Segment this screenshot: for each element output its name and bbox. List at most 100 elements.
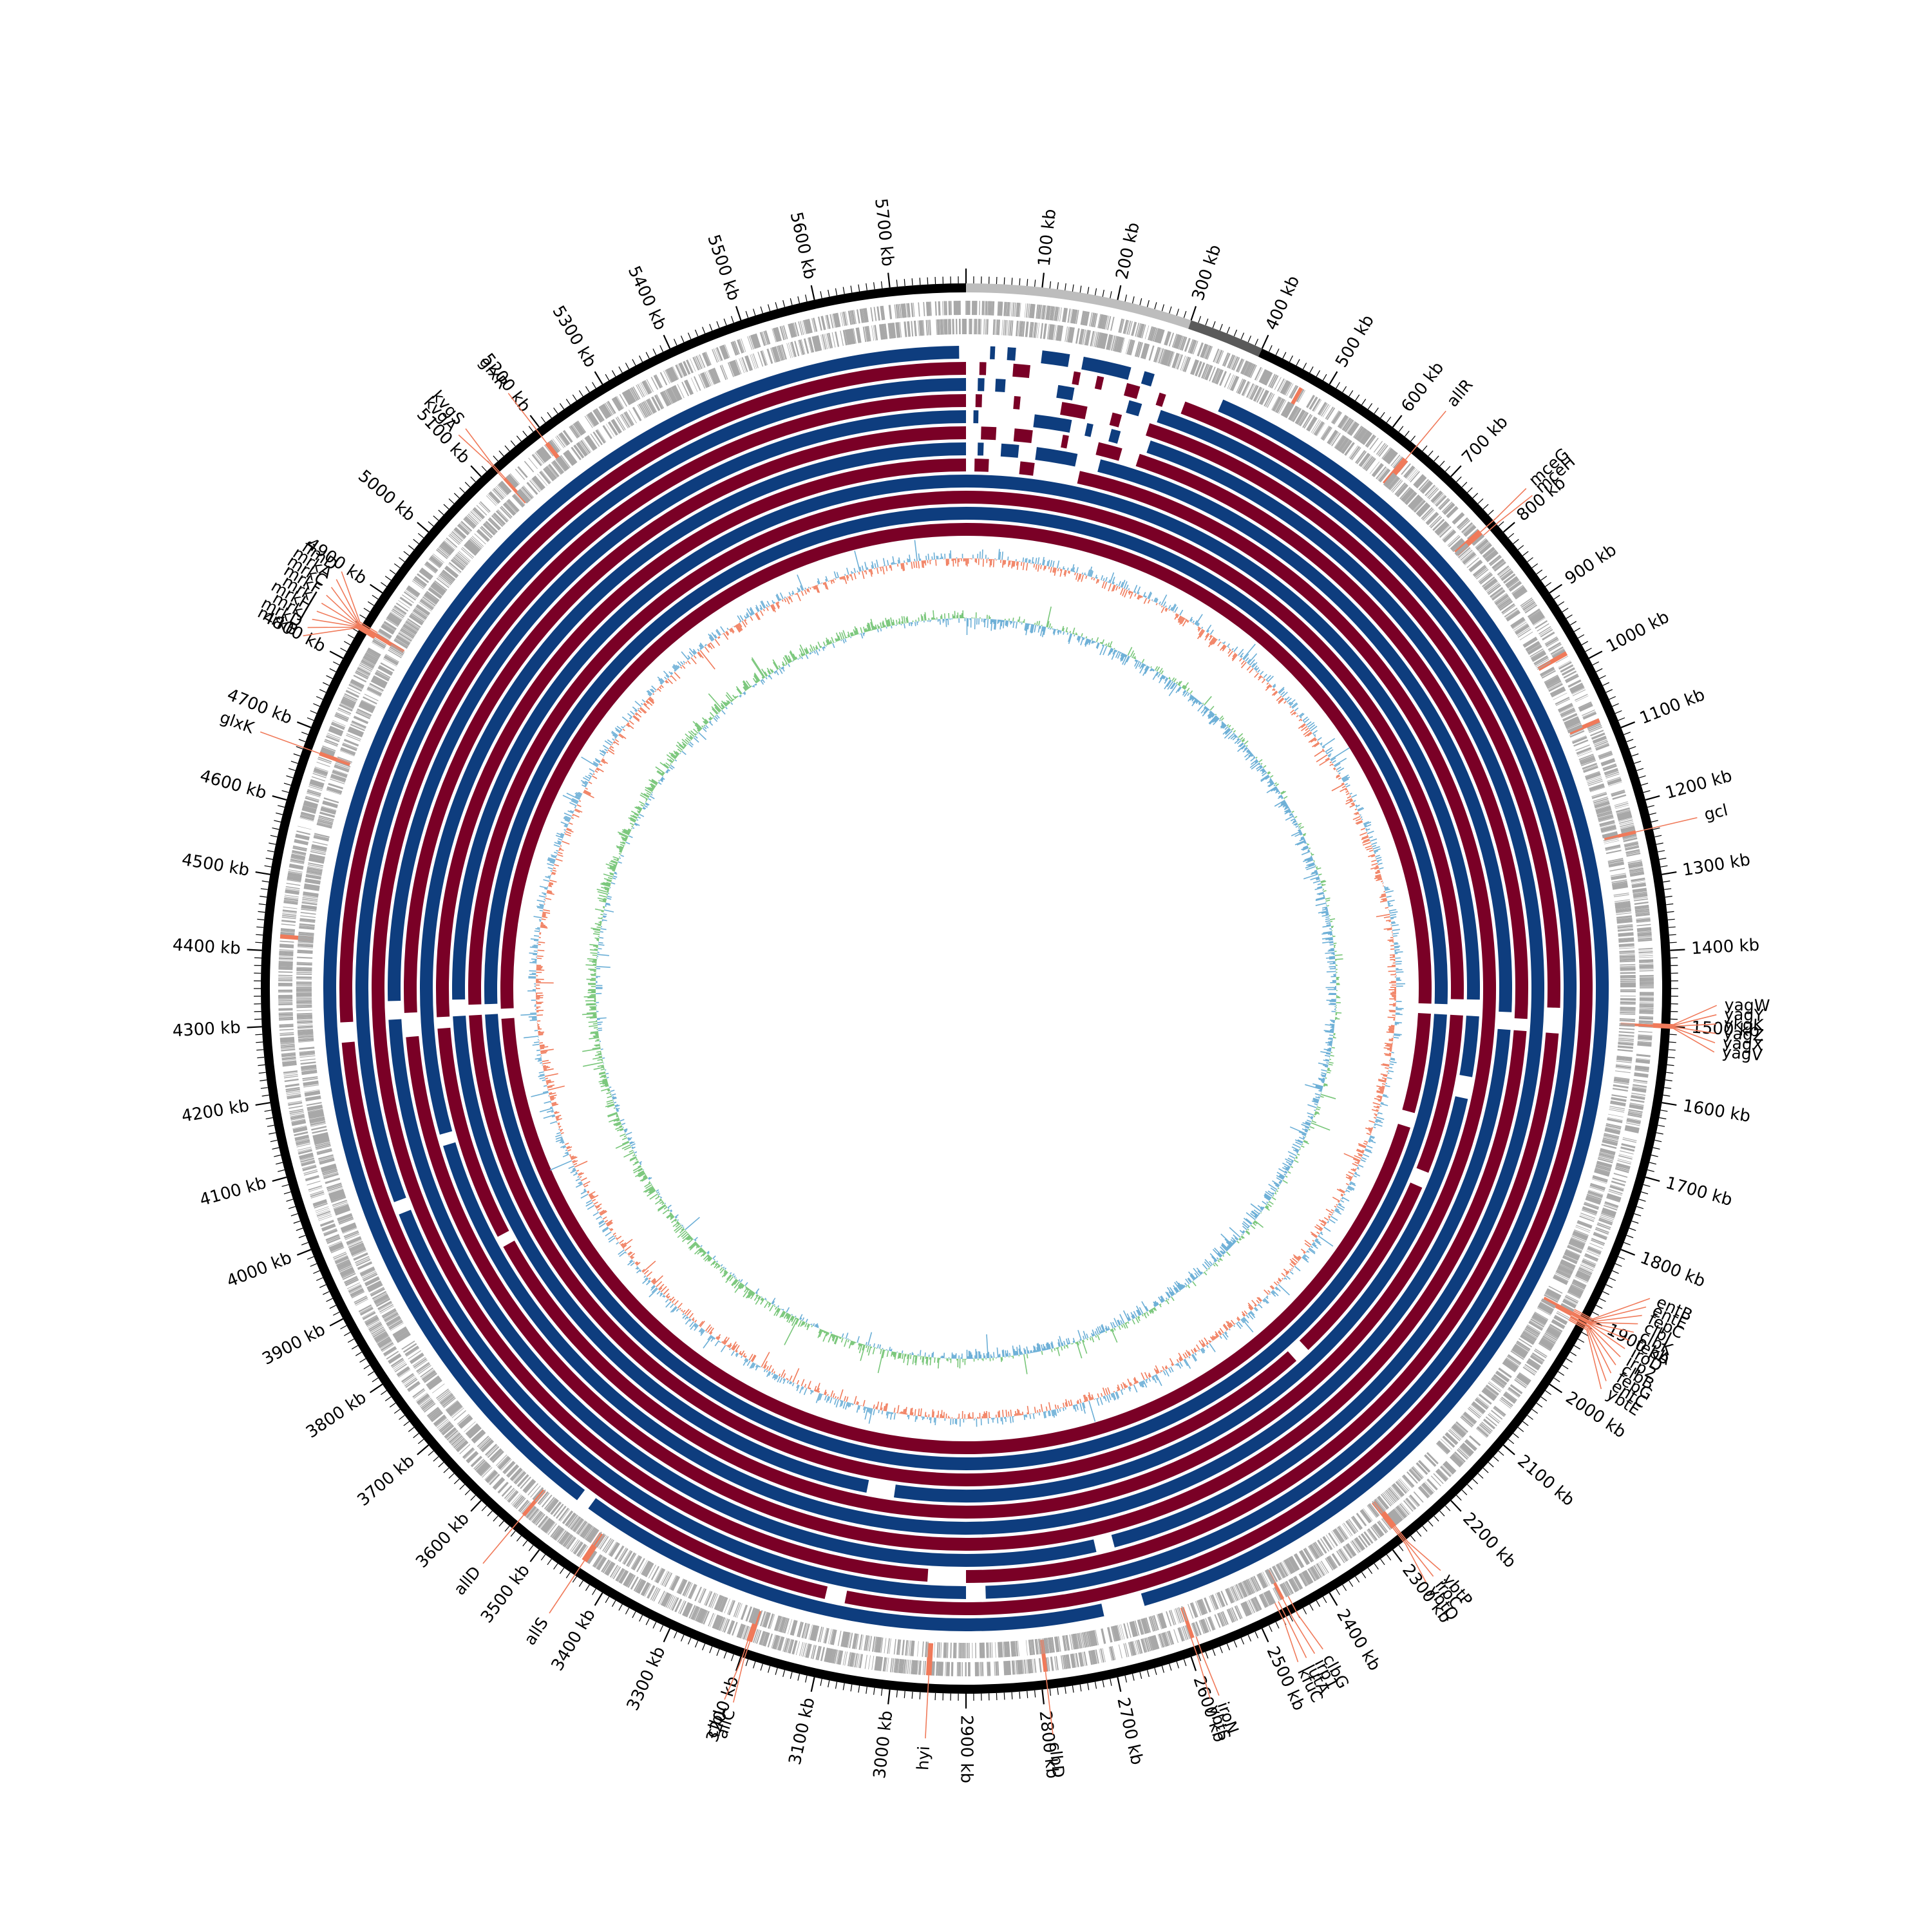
gc-content-value <box>1162 1370 1166 1376</box>
cds-feature <box>1009 1660 1012 1675</box>
cds-feature <box>1613 894 1629 898</box>
cds-feature <box>346 1236 361 1244</box>
cds-feature <box>663 1572 671 1587</box>
cds-feature <box>1290 1555 1300 1571</box>
cds-feature <box>1392 455 1402 468</box>
gc-content-value <box>1378 1079 1387 1083</box>
cds-feature <box>1229 375 1238 391</box>
cds-feature <box>364 653 378 662</box>
cds-feature <box>777 345 784 361</box>
cds-feature <box>303 1084 319 1088</box>
gc-content-value <box>1369 1137 1372 1139</box>
cds-feature <box>756 1630 762 1644</box>
cds-feature <box>1387 1488 1398 1502</box>
cds-feature <box>380 1305 394 1314</box>
cds-feature <box>538 448 549 461</box>
cds-feature <box>518 1499 529 1512</box>
cds-feature <box>1137 323 1144 338</box>
cds-feature <box>596 1556 606 1570</box>
cds-feature <box>421 1370 436 1381</box>
cds-feature <box>520 488 532 500</box>
cds-feature <box>1572 1233 1587 1241</box>
cds-feature <box>864 326 868 342</box>
cds-feature <box>308 858 325 864</box>
cds-feature <box>1426 513 1439 526</box>
cds-feature <box>317 822 333 827</box>
cds-feature <box>298 1028 314 1032</box>
blast-hit-segment <box>388 410 967 1001</box>
gc-content-value <box>873 1408 875 1416</box>
cds-feature <box>734 359 741 375</box>
gc-content-value <box>1101 575 1104 581</box>
cds-feature <box>1383 1492 1394 1504</box>
cds-feature <box>531 477 544 491</box>
cds-feature <box>1633 898 1649 902</box>
gc-content-value <box>1278 688 1285 694</box>
cds-feature <box>832 1649 837 1664</box>
cds-feature <box>547 465 558 478</box>
cds-feature <box>504 502 516 515</box>
cds-feature <box>528 1508 540 1520</box>
cds-feature <box>307 866 323 869</box>
cds-feature <box>985 319 987 335</box>
cds-feature <box>1555 698 1571 706</box>
cds-feature <box>1526 1325 1540 1335</box>
cds-feature <box>1088 1651 1093 1665</box>
cds-feature <box>1618 1153 1633 1158</box>
cds-feature <box>1107 334 1113 350</box>
cds-feature <box>603 403 612 417</box>
cds-feature <box>1629 1105 1643 1110</box>
cds-feature <box>1604 770 1619 776</box>
cds-feature <box>1611 791 1625 797</box>
cds-feature <box>1300 1549 1311 1565</box>
cds-feature <box>1006 1660 1010 1676</box>
gc-content-value <box>1209 1343 1216 1352</box>
cds-feature <box>1309 396 1318 410</box>
gc-content-value <box>1238 649 1244 656</box>
cds-feature <box>1546 1288 1562 1298</box>
cds-feature <box>871 325 875 341</box>
gc-content-value <box>1311 1233 1318 1238</box>
cds-feature <box>1564 1253 1579 1261</box>
cds-feature <box>279 954 294 956</box>
cds-feature <box>911 303 914 317</box>
cds-feature <box>1192 1602 1198 1617</box>
cds-feature <box>476 1461 489 1473</box>
cds-feature <box>547 1499 559 1513</box>
cds-feature <box>299 1154 314 1160</box>
cds-feature <box>330 1193 345 1200</box>
cds-feature <box>602 1538 612 1552</box>
gc-content-value <box>1391 924 1399 927</box>
cds-feature <box>1475 538 1486 548</box>
cds-feature <box>383 658 397 667</box>
gc-content-value <box>1137 594 1141 600</box>
gc-content-value <box>1127 1378 1132 1387</box>
cds-feature <box>1617 1048 1633 1052</box>
cds-feature <box>788 323 793 338</box>
cds-feature <box>1573 1230 1589 1238</box>
cds-feature <box>1612 1177 1627 1183</box>
cds-feature <box>802 319 808 334</box>
cds-feature <box>355 670 369 678</box>
cds-feature <box>1047 1657 1050 1672</box>
gc-content-value <box>1133 1382 1136 1385</box>
cds-feature <box>340 748 355 756</box>
cds-feature <box>720 345 728 359</box>
cds-feature <box>888 323 893 339</box>
gc-content-value <box>1233 1325 1235 1327</box>
cds-feature <box>1626 1121 1641 1124</box>
gc-content-value <box>1341 774 1349 780</box>
gc-content-value <box>1074 1405 1077 1412</box>
cds-feature <box>368 647 381 656</box>
cds-feature <box>1605 773 1620 779</box>
cds-feature <box>1522 601 1536 611</box>
cds-feature <box>1129 1621 1135 1638</box>
cds-feature <box>388 1355 402 1364</box>
cds-feature <box>876 1636 881 1653</box>
cds-feature <box>715 1595 723 1611</box>
cds-feature <box>1629 1103 1644 1106</box>
cds-feature <box>1082 310 1086 326</box>
cds-feature <box>781 344 787 360</box>
cds-feature <box>897 304 900 319</box>
